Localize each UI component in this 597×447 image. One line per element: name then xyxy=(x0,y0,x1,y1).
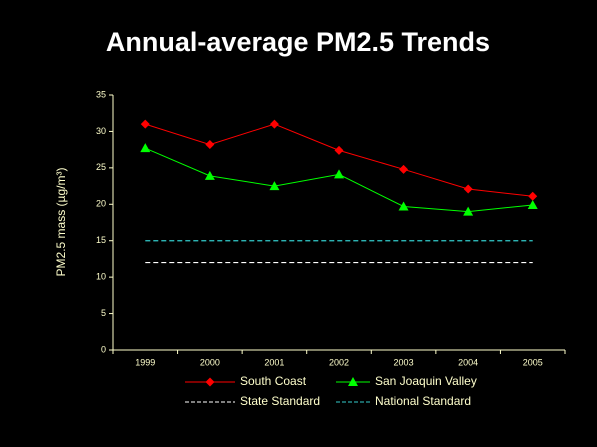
y-tick-label: 30 xyxy=(96,126,106,136)
point xyxy=(334,169,344,179)
point xyxy=(463,206,474,216)
point xyxy=(334,145,344,155)
x-tick-label: 2000 xyxy=(200,357,220,367)
series-line xyxy=(145,123,533,197)
y-tick-label: 0 xyxy=(101,344,106,354)
point xyxy=(205,140,215,150)
legend-label: National Standard xyxy=(375,394,471,408)
legend-label: San Joaquin Valley xyxy=(375,374,477,388)
x-tick-label: 2003 xyxy=(394,357,414,367)
legend-label: South Coast xyxy=(240,374,307,388)
y-tick-label: 35 xyxy=(96,89,106,99)
y-tick-label: 20 xyxy=(96,199,106,209)
series-line xyxy=(145,147,533,213)
x-tick-label: 2005 xyxy=(523,357,543,367)
x-tick-label: 1999 xyxy=(135,357,155,367)
y-tick-label: 15 xyxy=(96,235,106,245)
y-axis-label: PM2.5 mass (µg/m³) xyxy=(54,168,68,277)
x-tick-label: 2001 xyxy=(264,357,284,367)
point xyxy=(528,191,538,201)
y-tick-label: 5 xyxy=(101,308,106,318)
point xyxy=(269,181,280,191)
legend-marker xyxy=(348,377,358,386)
legend-label: State Standard xyxy=(240,394,320,408)
x-tick-label: 2004 xyxy=(458,357,478,367)
x-tick-label: 2002 xyxy=(329,357,349,367)
point xyxy=(140,143,151,153)
point xyxy=(398,201,409,211)
chart-title: Annual-average PM2.5 Trends xyxy=(106,27,490,57)
point xyxy=(527,200,538,210)
point xyxy=(140,119,150,129)
legend-marker xyxy=(205,377,215,387)
point xyxy=(399,164,409,174)
y-tick-label: 10 xyxy=(96,272,106,282)
point xyxy=(463,184,473,194)
point xyxy=(204,170,215,180)
point xyxy=(269,119,279,129)
y-tick-label: 25 xyxy=(96,162,106,172)
